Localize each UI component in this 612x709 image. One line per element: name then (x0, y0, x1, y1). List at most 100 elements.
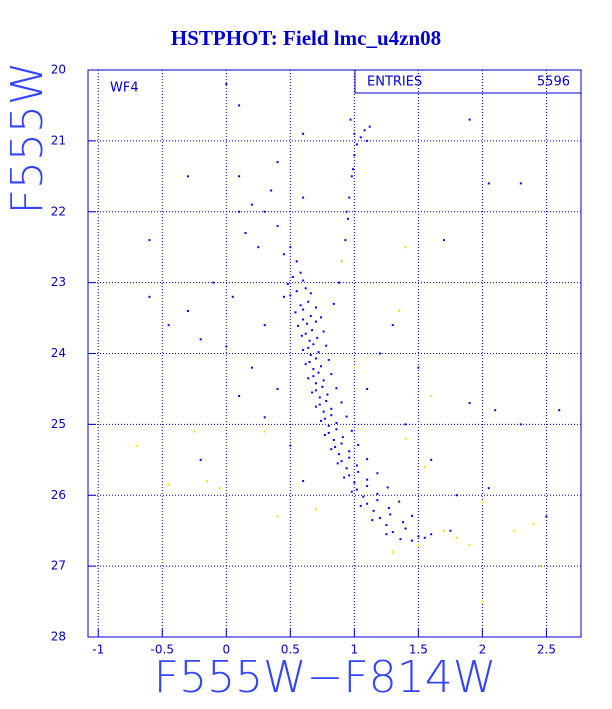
point (218, 487, 221, 490)
x-tick-label: 1.5 (409, 643, 428, 657)
point (314, 508, 317, 511)
point (212, 281, 215, 284)
point (320, 419, 323, 422)
point (312, 375, 315, 378)
point (404, 437, 407, 440)
point (359, 136, 362, 139)
point (385, 524, 388, 527)
y-tick-label: 23 (51, 275, 66, 289)
point (423, 465, 426, 468)
point (302, 348, 305, 351)
y-tick-label: 22 (51, 204, 66, 218)
point (332, 302, 335, 305)
point (250, 366, 253, 369)
point (340, 442, 343, 445)
point (340, 401, 343, 404)
point (402, 521, 405, 524)
point (346, 217, 349, 220)
point (398, 309, 401, 312)
point (148, 295, 151, 298)
point (193, 430, 196, 433)
point (320, 365, 323, 368)
point (291, 275, 294, 278)
point (326, 393, 329, 396)
point (340, 260, 343, 263)
point (404, 246, 407, 249)
point (468, 402, 471, 405)
point (314, 306, 317, 309)
point (299, 304, 302, 307)
point (335, 428, 338, 431)
point (353, 132, 356, 135)
stats-value: 5596 (537, 75, 570, 90)
point (327, 358, 330, 361)
point (376, 492, 379, 495)
point (299, 271, 302, 274)
point (391, 324, 394, 327)
x-axis-label: F555W−F814W (154, 652, 496, 703)
point (332, 438, 335, 441)
point (352, 168, 355, 171)
point (545, 515, 548, 518)
point (348, 474, 351, 477)
point (304, 287, 307, 290)
point (231, 295, 234, 298)
point (366, 139, 369, 142)
point (353, 366, 356, 369)
point (257, 246, 260, 249)
point (335, 421, 338, 424)
point (532, 522, 535, 525)
point (282, 253, 285, 256)
point (423, 536, 426, 539)
point (386, 486, 389, 489)
point (366, 502, 369, 505)
point (321, 385, 324, 388)
point (417, 543, 420, 546)
point (186, 309, 189, 312)
point (391, 550, 394, 553)
point (289, 444, 292, 447)
point (349, 118, 352, 121)
point (345, 467, 348, 470)
point (348, 196, 351, 199)
point (366, 458, 369, 461)
x-tick-label: -1 (92, 643, 104, 657)
point (558, 409, 561, 412)
point (494, 409, 497, 412)
point (308, 339, 311, 342)
x-tick-label: -0.5 (151, 643, 174, 657)
point (348, 450, 351, 453)
point (302, 132, 305, 135)
point (323, 434, 326, 437)
point (337, 281, 340, 284)
point (330, 414, 333, 417)
point (327, 424, 330, 427)
point (341, 436, 344, 439)
point (307, 346, 310, 349)
y-tick-label: 27 (51, 559, 66, 573)
point (442, 529, 445, 532)
point (359, 504, 362, 507)
point (294, 311, 297, 314)
point (199, 458, 202, 461)
point (481, 600, 484, 603)
point (519, 182, 522, 185)
point (442, 239, 445, 242)
point (276, 224, 279, 227)
point (304, 332, 307, 335)
point (513, 529, 516, 532)
point (363, 129, 366, 132)
stats-label: ENTRIES (367, 75, 422, 90)
point (318, 403, 321, 406)
point (302, 308, 305, 311)
point (325, 399, 328, 402)
point (167, 324, 170, 327)
point (186, 175, 189, 178)
point (357, 470, 360, 473)
point (314, 357, 317, 360)
point (362, 495, 365, 498)
point (297, 324, 300, 327)
point (225, 345, 228, 348)
